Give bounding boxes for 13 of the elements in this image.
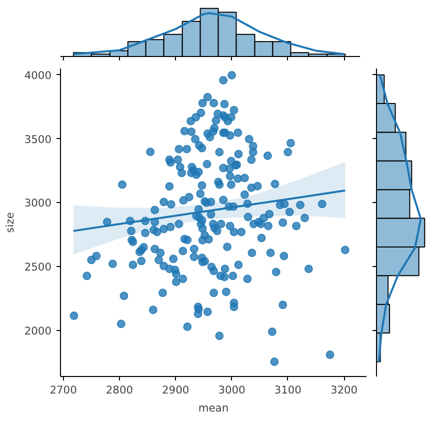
y-tick-label: 2500 — [24, 260, 52, 274]
x-axis-title: mean — [198, 402, 229, 414]
x-tick-label: 3200 — [330, 384, 358, 396]
y-tick-label: 2000 — [24, 324, 52, 338]
y-tick-label: 3500 — [24, 132, 52, 146]
x-tick-label: 2700 — [50, 384, 78, 396]
x-tick-label: 2900 — [162, 384, 190, 396]
x-tick-label: 2800 — [106, 384, 134, 396]
y-tick-label: 3000 — [24, 196, 52, 210]
x-tick-label: 3000 — [218, 384, 246, 396]
y-tick-label: 4000 — [24, 68, 52, 82]
x-tick-label: 3100 — [274, 384, 302, 396]
y-axis-title: size — [3, 212, 16, 233]
